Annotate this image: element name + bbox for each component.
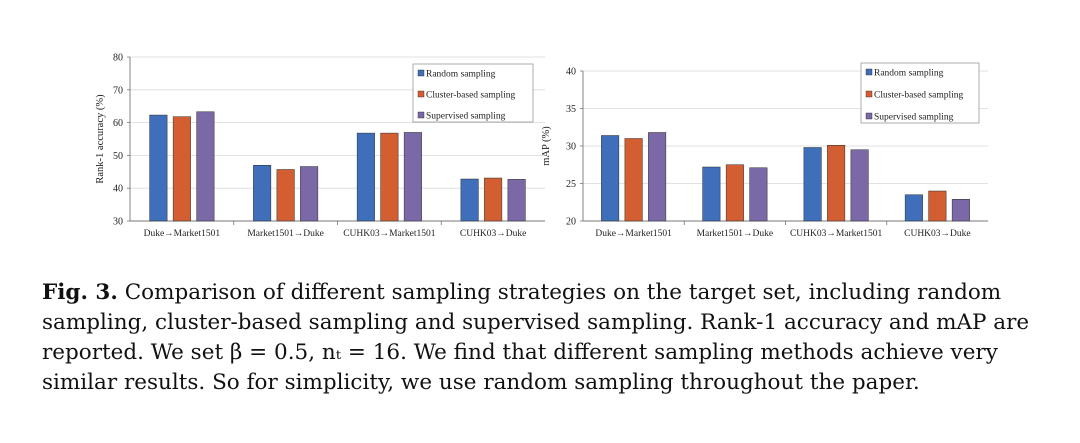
bar — [827, 145, 846, 222]
y-axis-label: mAP (%) — [541, 126, 552, 166]
x-tick-label: Duke→Market1501 — [595, 229, 672, 239]
bar — [276, 169, 295, 222]
bar — [149, 114, 168, 222]
bar — [749, 167, 768, 222]
legend-box — [860, 62, 980, 124]
bar — [172, 116, 191, 222]
legend-box — [412, 63, 534, 123]
x-tick-label: Market1501→Duke — [247, 229, 324, 239]
x-tick-label: CUHK03→Market1501 — [790, 229, 883, 239]
legend-swatch — [865, 112, 873, 120]
y-tick-label: 35 — [566, 104, 576, 115]
x-tick-label: CUHK03→Duke — [460, 229, 527, 239]
bar — [725, 164, 744, 222]
bar — [196, 111, 215, 222]
bar — [624, 138, 643, 222]
bar — [507, 179, 526, 222]
y-tick-label: 20 — [566, 217, 576, 228]
map-chart: 20 25 30 35 40 mAP (%) Duke→Market1501 Market15… — [541, 62, 988, 239]
x-tick-label: CUHK03→Duke — [904, 229, 971, 239]
y-tick-label: 30 — [566, 142, 576, 153]
bar — [601, 135, 620, 222]
legend-label: Random sampling — [426, 70, 496, 80]
y-tick-label: 70 — [113, 85, 123, 96]
caption-text: Comparison of different sampling strateg… — [42, 280, 1030, 395]
bar — [300, 166, 319, 222]
legend-swatch — [417, 69, 425, 77]
x-tick-label: Market1501→Duke — [697, 229, 774, 239]
y-tick-label: 40 — [113, 184, 123, 195]
bar — [850, 149, 869, 222]
bar — [253, 164, 272, 222]
y-tick-label: 40 — [566, 67, 576, 78]
legend-swatch — [417, 111, 425, 119]
figure-caption: Fig. 3. Comparison of different sampling… — [42, 278, 1042, 398]
rank1-accuracy-chart: 30 40 50 60 70 80 Rank-1 accuracy (%) Duke→Mark… — [95, 53, 545, 239]
bar — [648, 132, 667, 222]
caption-label: Fig. 3. — [42, 280, 118, 305]
bar — [803, 147, 822, 222]
bar — [403, 132, 422, 222]
legend-label: Supervised sampling — [874, 113, 954, 123]
legend-swatch — [865, 68, 873, 76]
legend-label: Supervised sampling — [426, 112, 506, 122]
y-tick-label: 60 — [113, 118, 123, 129]
legend-label: Cluster-based sampling — [874, 91, 964, 101]
y-tick-label: 50 — [113, 151, 123, 162]
y-tick-label: 80 — [113, 53, 123, 64]
bar — [484, 177, 503, 222]
bar — [702, 166, 721, 222]
bar — [928, 190, 947, 222]
legend-swatch — [865, 90, 873, 98]
bar — [951, 199, 970, 222]
legend-swatch — [417, 90, 425, 98]
bar — [460, 178, 479, 222]
bar — [380, 132, 399, 222]
bar — [356, 132, 375, 222]
x-tick-label: CUHK03→Market1501 — [343, 229, 436, 239]
y-axis-label: Rank-1 accuracy (%) — [95, 94, 106, 184]
y-tick-label: 30 — [113, 217, 123, 228]
legend-label: Random sampling — [874, 69, 944, 79]
legend-label: Cluster-based sampling — [426, 91, 516, 101]
y-tick-label: 25 — [566, 179, 576, 190]
bar — [904, 194, 923, 222]
x-tick-label: Duke→Market1501 — [144, 229, 221, 239]
